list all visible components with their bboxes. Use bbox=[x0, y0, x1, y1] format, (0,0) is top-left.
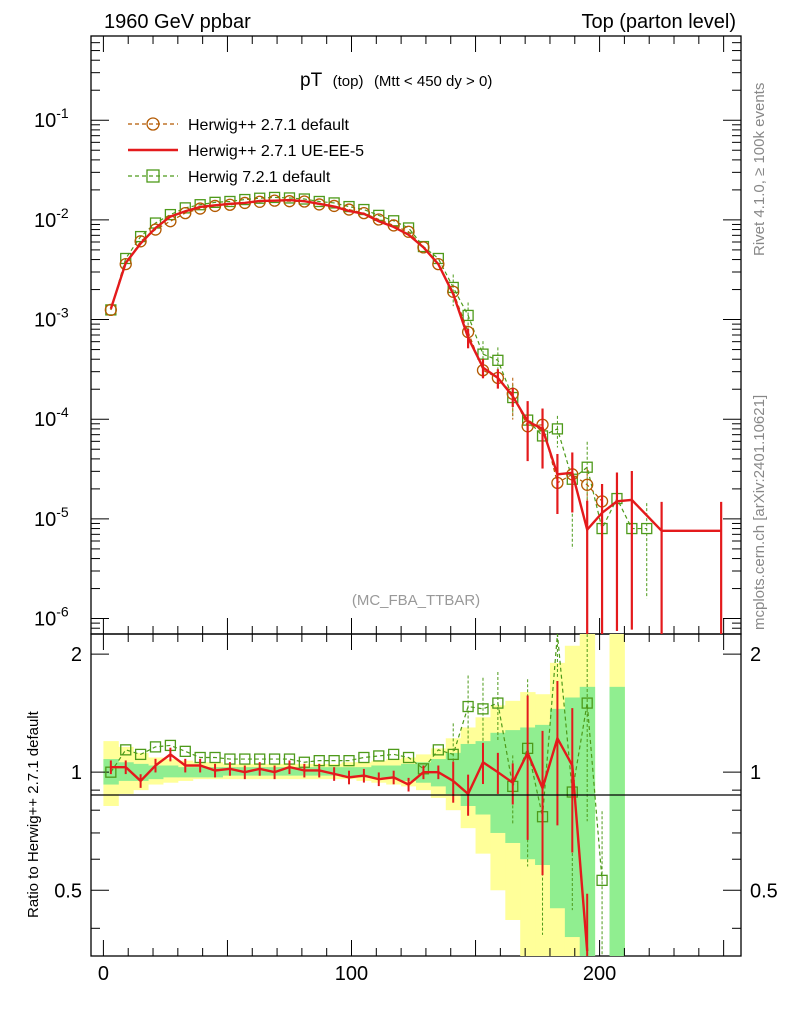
ratio-band-green bbox=[401, 763, 417, 781]
ratio-y-axis: 2 2 1 1 0.5 0.5 bbox=[54, 644, 778, 929]
x-tick-label: 100 bbox=[335, 963, 368, 985]
legend-label-1: Herwig++ 2.7.1 UE-EE-5 bbox=[188, 143, 364, 160]
ratio-herwig7-point bbox=[402, 751, 415, 764]
herwig7-point bbox=[209, 196, 221, 208]
main-y-axis: 10-1 10-2 10-3 10-4 10-5 10-6 bbox=[34, 42, 741, 635]
main-y-tick-label: 10-5 bbox=[34, 504, 69, 531]
legend-label-2: Herwig 7.2.1 default bbox=[188, 169, 331, 186]
main-series bbox=[104, 191, 723, 634]
ratio-herwig7-point bbox=[492, 697, 504, 709]
ratio-herwig7-point bbox=[581, 697, 593, 709]
ratio-y-tick-label: 0.5 bbox=[54, 880, 82, 902]
x-axis: 0 100 200 bbox=[98, 36, 725, 985]
ratio-y-tick-label-right: 1 bbox=[750, 762, 761, 784]
ratio-y-tick-label-right: 2 bbox=[750, 644, 761, 666]
ratio-y-label: Ratio to Herwig++ 2.7.1 default bbox=[25, 710, 42, 918]
ratio-herwig7-point bbox=[149, 741, 162, 753]
ratio-herwig7-point bbox=[432, 744, 444, 756]
ratio-herwig7-point bbox=[268, 753, 281, 765]
header-left: 1960 GeV ppbar bbox=[104, 11, 251, 33]
herwig7-point bbox=[462, 309, 474, 322]
main-y-tick-label: 10-3 bbox=[34, 305, 69, 332]
x-tick-label: 200 bbox=[583, 963, 616, 985]
ratio-y-tick-label-right: 0.5 bbox=[750, 880, 778, 902]
ratio-herwig7-point bbox=[596, 874, 608, 887]
plot-title-sub2: (Mtt < 450 dy > 0) bbox=[374, 73, 492, 90]
plot-title-main: pT bbox=[300, 70, 323, 91]
herwig7-point bbox=[492, 354, 504, 366]
ratio-band-green bbox=[162, 765, 179, 778]
legend-marker-circle bbox=[146, 117, 160, 131]
herwigpp-default-point bbox=[432, 257, 445, 271]
legend: Herwig++ 2.7.1 default Herwig++ 2.7.1 UE… bbox=[128, 117, 364, 186]
ratio-series bbox=[105, 633, 608, 956]
herwig7-point bbox=[402, 222, 415, 234]
herwig7-point bbox=[581, 461, 593, 473]
ratio-herwig7-point bbox=[328, 754, 340, 767]
main-y-tick-label: 10-2 bbox=[34, 205, 69, 232]
ratio-band-green bbox=[609, 686, 625, 956]
mcplots-label: mcplots.cern.ch [arXiv:2401.10621] bbox=[751, 395, 768, 630]
legend-marker-square bbox=[146, 169, 160, 183]
herwigpp-default-point bbox=[149, 223, 162, 236]
main-y-tick-label: 10-6 bbox=[34, 604, 69, 631]
herwigpp-default-point bbox=[134, 235, 147, 248]
ratio-herwig7-point bbox=[358, 751, 370, 764]
herwigpp-default-point bbox=[119, 257, 132, 271]
herwigpp-default-point bbox=[417, 241, 430, 254]
main-y-tick-exponent: -2 bbox=[56, 205, 69, 221]
ratio-y-tick-label: 2 bbox=[71, 644, 82, 666]
plot-title: pT (top) (Mtt < 450 dy > 0) bbox=[300, 70, 492, 91]
herwig7-point bbox=[194, 199, 206, 211]
herwigpp-default-point bbox=[104, 303, 117, 317]
ratio-herwig7-point bbox=[120, 744, 132, 756]
header-right: Top (parton level) bbox=[581, 11, 736, 33]
ratio-band-green bbox=[371, 765, 387, 778]
ratio-herwig7-point bbox=[179, 745, 191, 758]
ratio-herwig7-point bbox=[134, 748, 147, 761]
series-herwig7-line bbox=[110, 196, 647, 531]
herwig7-point bbox=[551, 423, 564, 435]
ratio-herwig7-point bbox=[209, 751, 221, 764]
ratio-herwig7-point bbox=[343, 754, 355, 767]
ratio-y-tick-label: 1 bbox=[71, 762, 82, 784]
main-y-tick-exponent: -5 bbox=[56, 504, 69, 520]
ratio-herwig7-point bbox=[477, 703, 489, 715]
ratio-herwig7-point bbox=[388, 748, 400, 761]
x-tick-label: 0 bbox=[98, 963, 109, 985]
herwig7-point bbox=[641, 522, 653, 535]
ratio-herwig7-point bbox=[447, 748, 459, 761]
analysis-label: (MC_FBA_TTBAR) bbox=[352, 592, 480, 609]
plot-title-sub1: (top) bbox=[333, 73, 364, 90]
legend-label-0: Herwig++ 2.7.1 default bbox=[188, 117, 350, 134]
ratio-herwig7-point bbox=[239, 753, 251, 765]
main-y-tick-label: 10-1 bbox=[34, 105, 69, 132]
main-y-tick-exponent: -4 bbox=[56, 404, 69, 420]
ratio-herwig7-point bbox=[462, 700, 474, 713]
ratio-herwig7-point bbox=[373, 750, 385, 762]
herwigpp-default-point bbox=[581, 478, 594, 491]
main-y-tick-exponent: -1 bbox=[56, 105, 69, 121]
main-y-tick-exponent: -3 bbox=[56, 305, 69, 321]
main-y-tick-label: 10-4 bbox=[34, 404, 69, 431]
series-ue-ee-5-line bbox=[109, 198, 722, 533]
main-y-tick-exponent: -6 bbox=[56, 604, 69, 620]
rivet-label: Rivet 4.1.0, ≥ 100k events bbox=[751, 83, 768, 256]
